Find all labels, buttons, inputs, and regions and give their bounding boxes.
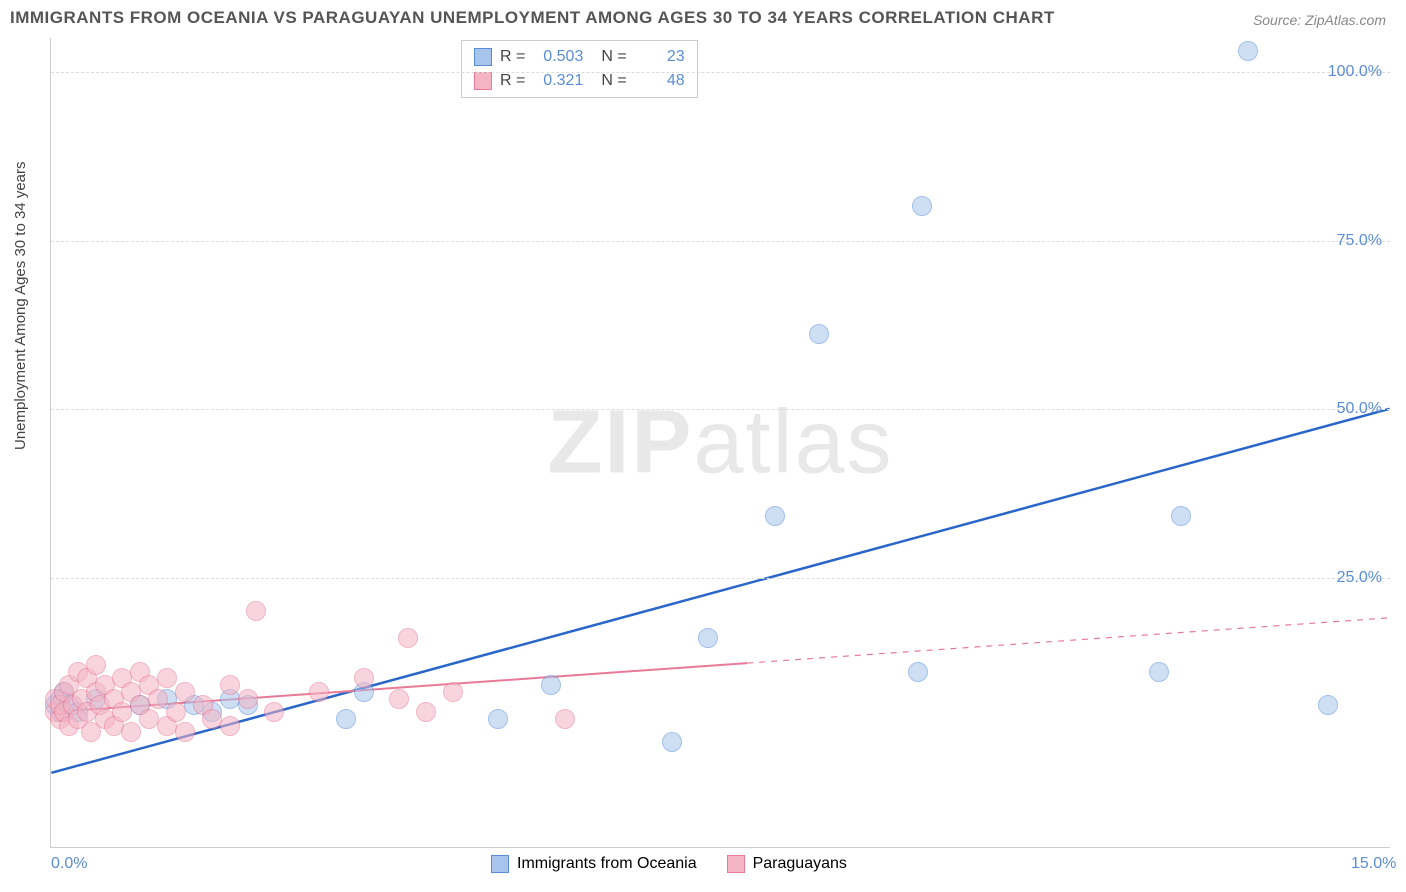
- scatter-point: [662, 732, 682, 752]
- scatter-point: [175, 682, 195, 702]
- legend-stats: R =0.503N =23R =0.321N =48: [461, 40, 698, 98]
- scatter-point: [148, 689, 168, 709]
- legend-swatch: [474, 72, 492, 90]
- legend-swatch: [491, 855, 509, 873]
- y-axis-label: Unemployment Among Ages 30 to 34 years: [12, 161, 29, 450]
- legend-n-value: 23: [635, 45, 685, 69]
- scatter-point: [765, 506, 785, 526]
- legend-r-label: R =: [500, 45, 525, 69]
- scatter-point: [488, 709, 508, 729]
- scatter-point: [220, 675, 240, 695]
- scatter-point: [912, 196, 932, 216]
- legend-item: Paraguayans: [727, 855, 847, 873]
- watermark: ZIPatlas: [547, 391, 893, 494]
- scatter-point: [309, 682, 329, 702]
- scatter-point: [86, 655, 106, 675]
- scatter-point: [157, 668, 177, 688]
- legend-stats-row: R = 0.503 N = 23: [474, 45, 685, 69]
- scatter-point: [1238, 41, 1258, 61]
- scatter-point: [698, 628, 718, 648]
- gridline: [51, 409, 1390, 410]
- scatter-point: [1318, 695, 1338, 715]
- scatter-point: [443, 682, 463, 702]
- legend-item: Immigrants from Oceania: [491, 855, 697, 873]
- scatter-point: [389, 689, 409, 709]
- scatter-point: [354, 668, 374, 688]
- gridline: [51, 241, 1390, 242]
- scatter-point: [264, 702, 284, 722]
- gridline: [51, 72, 1390, 73]
- scatter-point: [908, 662, 928, 682]
- watermark-light: atlas: [693, 392, 893, 492]
- legend-swatch: [474, 48, 492, 66]
- scatter-point: [555, 709, 575, 729]
- scatter-point: [246, 601, 266, 621]
- scatter-point: [220, 716, 240, 736]
- source-attribution: Source: ZipAtlas.com: [1253, 12, 1386, 28]
- scatter-point: [398, 628, 418, 648]
- legend-label: Immigrants from Oceania: [517, 855, 697, 873]
- legend-label: Paraguayans: [753, 855, 847, 873]
- legend-series: Immigrants from Oceania Paraguayans: [491, 855, 847, 873]
- scatter-point: [1171, 506, 1191, 526]
- legend-n-label: N =: [601, 45, 626, 69]
- trend-lines-layer: [51, 38, 1390, 847]
- x-tick-label: 15.0%: [1351, 855, 1396, 873]
- scatter-point: [166, 702, 186, 722]
- scatter-point: [238, 689, 258, 709]
- scatter-point: [541, 675, 561, 695]
- gridline: [51, 578, 1390, 579]
- y-tick-label: 75.0%: [1337, 232, 1382, 250]
- watermark-bold: ZIP: [547, 392, 693, 492]
- scatter-point: [175, 722, 195, 742]
- plot-area: ZIPatlas R =0.503N =23R =0.321N =48 Immi…: [50, 38, 1390, 848]
- legend-swatch: [727, 855, 745, 873]
- y-tick-label: 50.0%: [1337, 400, 1382, 418]
- scatter-point: [809, 324, 829, 344]
- scatter-point: [336, 709, 356, 729]
- chart-title: IMMIGRANTS FROM OCEANIA VS PARAGUAYAN UN…: [10, 8, 1055, 28]
- y-tick-label: 25.0%: [1337, 569, 1382, 587]
- x-tick-label: 0.0%: [51, 855, 87, 873]
- legend-r-value: 0.503: [533, 45, 583, 69]
- y-tick-label: 100.0%: [1328, 63, 1382, 81]
- scatter-point: [121, 722, 141, 742]
- scatter-point: [1149, 662, 1169, 682]
- scatter-point: [416, 702, 436, 722]
